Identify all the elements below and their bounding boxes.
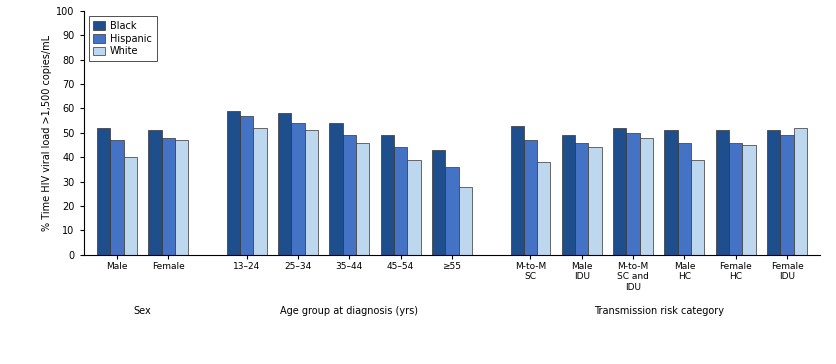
Bar xyxy=(779,135,793,255)
Bar xyxy=(767,130,779,255)
Bar xyxy=(110,140,124,255)
Bar xyxy=(677,143,691,255)
Bar xyxy=(639,138,652,255)
Bar xyxy=(715,130,728,255)
Bar xyxy=(329,123,342,255)
Bar xyxy=(355,143,369,255)
Bar xyxy=(342,135,355,255)
Text: Transmission risk category: Transmission risk category xyxy=(593,306,723,316)
Bar xyxy=(561,135,574,255)
Bar xyxy=(458,186,472,255)
Bar xyxy=(537,162,550,255)
Bar xyxy=(380,135,394,255)
Bar xyxy=(625,133,639,255)
Bar xyxy=(664,130,677,255)
Bar xyxy=(227,111,240,255)
Bar xyxy=(728,143,742,255)
Text: Age group at diagnosis (yrs): Age group at diagnosis (yrs) xyxy=(280,306,418,316)
Bar xyxy=(175,140,188,255)
Bar xyxy=(291,123,304,255)
Bar xyxy=(793,128,806,255)
Bar xyxy=(431,150,445,255)
Bar xyxy=(304,130,318,255)
Bar xyxy=(394,147,407,255)
Bar xyxy=(97,128,110,255)
Bar xyxy=(691,160,704,255)
Bar xyxy=(613,128,625,255)
Text: Sex: Sex xyxy=(134,306,151,316)
Bar xyxy=(124,157,136,255)
Bar xyxy=(574,143,588,255)
Bar xyxy=(278,113,291,255)
Bar xyxy=(510,126,523,255)
Bar xyxy=(253,128,267,255)
Y-axis label: % Time HIV viral load >1,500 copies/mL: % Time HIV viral load >1,500 copies/mL xyxy=(42,35,52,231)
Bar xyxy=(407,160,420,255)
Legend: Black, Hispanic, White: Black, Hispanic, White xyxy=(89,16,156,62)
Bar xyxy=(588,147,601,255)
Bar xyxy=(240,116,253,255)
Bar xyxy=(148,130,161,255)
Bar xyxy=(742,145,755,255)
Bar xyxy=(445,167,458,255)
Bar xyxy=(161,138,175,255)
Bar xyxy=(523,140,537,255)
